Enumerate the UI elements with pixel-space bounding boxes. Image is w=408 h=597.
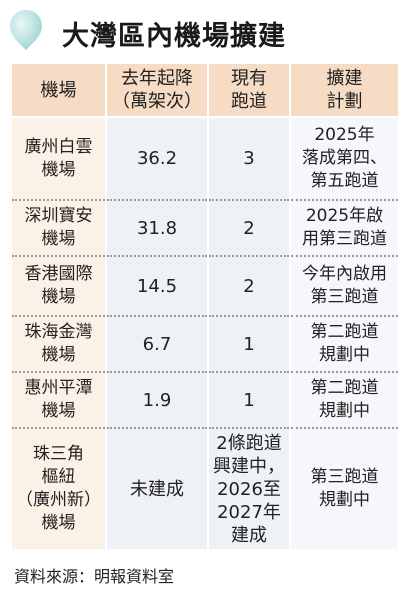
airport-name-line: 樞紐 <box>41 467 76 487</box>
runways-cell: 2條跑道 興建中， 2026至 2027年 建成 <box>208 428 291 549</box>
runways-line: 2026至 <box>217 478 281 500</box>
plan-line: 規劃中 <box>319 401 370 421</box>
airport-name-line: 機場 <box>41 229 76 249</box>
header-airport: 機場 <box>12 64 107 118</box>
movements-cell: 14.5 <box>106 256 209 317</box>
plan-line: 落成第四、 <box>302 148 387 168</box>
movements-cell: 31.8 <box>106 200 209 257</box>
header-runways: 現有 跑道 <box>208 64 291 118</box>
table-row: 香港國際 機場 14.5 2 今年內啟用 第三跑道 <box>12 256 398 317</box>
header-plan-line-1: 擴建 <box>326 68 363 89</box>
source-note: 資料來源：明報資料室 <box>14 567 175 586</box>
table-row: 廣州白雲 機場 36.2 3 2025年 落成第四、 第五跑道 <box>12 117 398 201</box>
plan-cell: 2025年 落成第四、 第五跑道 <box>290 117 398 201</box>
airport-cell: 深圳寶安 機場 <box>12 200 107 257</box>
header-runways-line-2: 跑道 <box>231 91 267 112</box>
header-movements: 去年起降 （萬架次） <box>106 64 209 118</box>
balloon-icon <box>10 10 42 50</box>
airport-name-line: 珠海金灣 <box>24 322 93 342</box>
airport-name-line: （廣州新） <box>16 490 101 510</box>
plan-line: 第二跑道 <box>310 378 379 398</box>
airport-expansion-table: 機場 去年起降 （萬架次） 現有 跑道 擴建 計劃 廣州白雲 <box>12 64 398 549</box>
page-title: 大灣區內機場擴建 <box>62 21 286 52</box>
movements-cell: 1.9 <box>106 372 209 429</box>
header-movements-line-2: （萬架次） <box>112 91 202 112</box>
runways-line: 建成 <box>231 524 267 546</box>
plan-line: 第三跑道 <box>310 287 379 307</box>
movements-cell: 6.7 <box>106 316 209 373</box>
runways-cell: 2 <box>208 200 291 257</box>
table-row: 珠三角 樞紐 （廣州新） 機場 未建成 2條跑道 興建中， 2026至 2027… <box>12 428 398 549</box>
airport-name-line: 機場 <box>41 287 76 307</box>
airport-cell: 香港國際 機場 <box>12 256 107 317</box>
runways-line: 2027年 <box>217 501 281 523</box>
plan-cell: 2025年啟 用第三跑道 <box>290 200 398 257</box>
runways-cell: 1 <box>208 372 291 429</box>
title-bar: 大灣區內機場擴建 <box>0 0 408 62</box>
airport-cell: 珠海金灣 機場 <box>12 316 107 373</box>
airport-cell: 惠州平潭 機場 <box>12 372 107 429</box>
header-movements-line-1: 去年起降 <box>121 68 193 89</box>
runways-line: 興建中， <box>213 455 285 477</box>
table-header-row: 機場 去年起降 （萬架次） 現有 跑道 擴建 計劃 <box>12 64 398 118</box>
airport-name-line: 香港國際 <box>24 264 93 284</box>
airport-name-line: 機場 <box>41 513 76 533</box>
runways-cell: 3 <box>208 117 291 201</box>
runways-line: 2條跑道 <box>216 432 282 454</box>
airport-name-line: 機場 <box>41 401 76 421</box>
plan-line: 2025年啟 <box>305 206 384 226</box>
airport-name-line: 深圳寶安 <box>24 206 93 226</box>
airport-name-line: 珠三角 <box>33 444 84 464</box>
airport-name-line: 廣州白雲 <box>24 136 93 157</box>
plan-line: 第三跑道 <box>310 467 379 487</box>
plan-cell: 第二跑道 規劃中 <box>290 372 398 429</box>
plan-cell: 第二跑道 規劃中 <box>290 316 398 373</box>
airport-name-line: 機場 <box>41 345 76 365</box>
table-row: 深圳寶安 機場 31.8 2 2025年啟 用第三跑道 <box>12 200 398 257</box>
movements-cell: 36.2 <box>106 117 209 201</box>
header-airport-line: 機場 <box>40 79 77 101</box>
table-row: 惠州平潭 機場 1.9 1 第二跑道 規劃中 <box>12 372 398 429</box>
plan-line: 規劃中 <box>319 345 370 365</box>
header-plan-line-2: 計劃 <box>326 91 363 112</box>
plan-line: 第五跑道 <box>310 171 379 191</box>
header-runways-line-1: 現有 <box>231 68 267 89</box>
airport-name-line: 機場 <box>41 159 76 180</box>
runways-cell: 2 <box>208 256 291 317</box>
airport-cell: 珠三角 樞紐 （廣州新） 機場 <box>12 428 107 549</box>
plan-line: 2025年 <box>314 125 375 145</box>
airport-name-line: 惠州平潭 <box>24 378 93 398</box>
runways-cell: 1 <box>208 316 291 373</box>
header-plan: 擴建 計劃 <box>290 64 398 118</box>
plan-line: 第二跑道 <box>310 322 379 342</box>
airport-expansion-table-container: 機場 去年起降 （萬架次） 現有 跑道 擴建 計劃 廣州白雲 <box>12 64 398 549</box>
plan-line: 用第三跑道 <box>302 229 387 249</box>
plan-line: 今年內啟用 <box>302 264 387 284</box>
movements-cell: 未建成 <box>106 428 209 549</box>
plan-cell: 今年內啟用 第三跑道 <box>290 256 398 317</box>
airport-cell: 廣州白雲 機場 <box>12 117 107 201</box>
plan-line: 規劃中 <box>319 490 370 510</box>
plan-cell: 第三跑道 規劃中 <box>290 428 398 549</box>
table-row: 珠海金灣 機場 6.7 1 第二跑道 規劃中 <box>12 316 398 373</box>
